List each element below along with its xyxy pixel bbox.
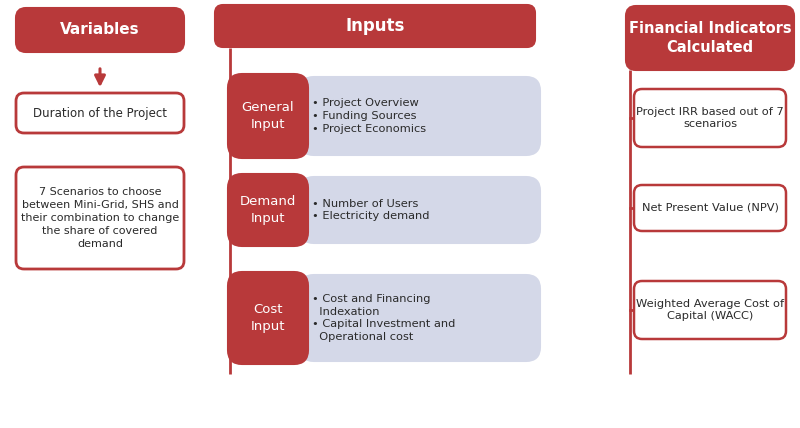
Text: • Number of Users
• Electricity demand: • Number of Users • Electricity demand: [312, 199, 430, 221]
FancyBboxPatch shape: [16, 167, 184, 269]
FancyBboxPatch shape: [228, 174, 308, 246]
Text: Weighted Average Cost of
Capital (WACC): Weighted Average Cost of Capital (WACC): [636, 299, 784, 321]
Text: • Cost and Financing
  Indexation
• Capital Investment and
  Operational cost: • Cost and Financing Indexation • Capita…: [312, 294, 455, 342]
Text: General
Input: General Input: [242, 101, 294, 131]
FancyBboxPatch shape: [626, 6, 794, 70]
FancyBboxPatch shape: [16, 93, 184, 133]
Text: Project IRR based out of 7
scenarios: Project IRR based out of 7 scenarios: [636, 107, 784, 129]
Text: Variables: Variables: [60, 23, 140, 38]
FancyBboxPatch shape: [16, 8, 184, 52]
FancyBboxPatch shape: [300, 77, 540, 155]
FancyBboxPatch shape: [634, 89, 786, 147]
Text: • Project Overview
• Funding Sources
• Project Economics: • Project Overview • Funding Sources • P…: [312, 98, 426, 134]
Text: Cost
Input: Cost Input: [250, 303, 286, 333]
Text: Demand
Input: Demand Input: [240, 195, 296, 225]
FancyBboxPatch shape: [228, 74, 308, 158]
Text: Financial Indicators
Calculated: Financial Indicators Calculated: [629, 21, 791, 55]
Text: Inputs: Inputs: [346, 17, 405, 35]
FancyBboxPatch shape: [215, 5, 535, 47]
FancyBboxPatch shape: [228, 272, 308, 364]
FancyBboxPatch shape: [300, 275, 540, 361]
Text: Net Present Value (NPV): Net Present Value (NPV): [642, 203, 778, 213]
Text: Duration of the Project: Duration of the Project: [33, 107, 167, 119]
FancyBboxPatch shape: [300, 177, 540, 243]
FancyBboxPatch shape: [634, 185, 786, 231]
FancyBboxPatch shape: [634, 281, 786, 339]
Text: 7 Scenarios to choose
between Mini-Grid, SHS and
their combination to change
the: 7 Scenarios to choose between Mini-Grid,…: [21, 187, 179, 249]
